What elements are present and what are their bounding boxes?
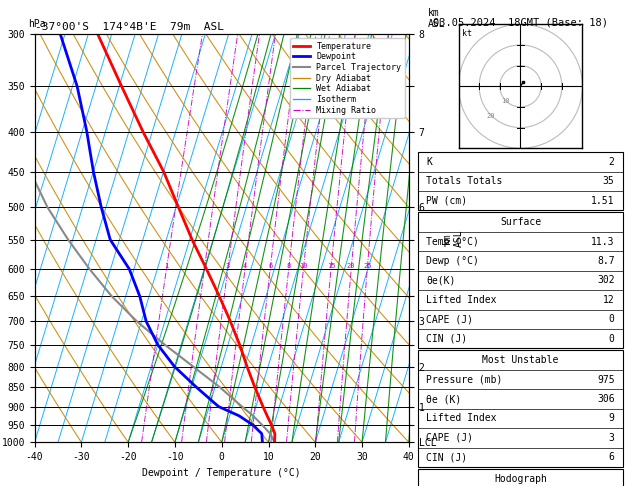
Text: θe(K): θe(K) (426, 276, 456, 285)
Text: 20: 20 (347, 263, 355, 269)
Text: 03.05.2024  18GMT (Base: 18): 03.05.2024 18GMT (Base: 18) (433, 17, 608, 27)
Text: θe (K): θe (K) (426, 394, 462, 404)
Text: -37°00'S  174°4B'E  79m  ASL: -37°00'S 174°4B'E 79m ASL (35, 22, 223, 32)
Text: 25: 25 (363, 263, 372, 269)
Text: 20: 20 (486, 113, 495, 119)
Text: Lifted Index: Lifted Index (426, 295, 497, 305)
Text: 6: 6 (268, 263, 272, 269)
Text: K: K (426, 157, 432, 167)
Text: 8.7: 8.7 (597, 256, 615, 266)
Text: 3: 3 (609, 433, 615, 443)
Text: 0: 0 (609, 314, 615, 324)
Text: km
ASL: km ASL (428, 8, 445, 29)
Legend: Temperature, Dewpoint, Parcel Trajectory, Dry Adiabat, Wet Adiabat, Isotherm, Mi: Temperature, Dewpoint, Parcel Trajectory… (290, 38, 404, 118)
Text: CAPE (J): CAPE (J) (426, 433, 474, 443)
Text: 11.3: 11.3 (591, 237, 615, 246)
Text: 35: 35 (603, 176, 615, 186)
Text: 3: 3 (226, 263, 230, 269)
Text: 302: 302 (597, 276, 615, 285)
Text: PW (cm): PW (cm) (426, 196, 467, 206)
Text: 2: 2 (202, 263, 206, 269)
Text: Surface: Surface (500, 217, 541, 227)
Text: 10: 10 (299, 263, 308, 269)
X-axis label: Dewpoint / Temperature (°C): Dewpoint / Temperature (°C) (142, 468, 301, 478)
Text: 6: 6 (609, 452, 615, 462)
Text: 306: 306 (597, 394, 615, 404)
Text: Lifted Index: Lifted Index (426, 414, 497, 423)
Text: CIN (J): CIN (J) (426, 334, 467, 344)
Text: Hodograph: Hodograph (494, 474, 547, 484)
Text: Totals Totals: Totals Totals (426, 176, 503, 186)
Text: 15: 15 (326, 263, 335, 269)
Text: Dewp (°C): Dewp (°C) (426, 256, 479, 266)
Text: hPa: hPa (28, 19, 46, 29)
Text: 1: 1 (164, 263, 169, 269)
Text: 975: 975 (597, 375, 615, 384)
Text: CIN (J): CIN (J) (426, 452, 467, 462)
Text: 8: 8 (287, 263, 291, 269)
Text: 0: 0 (609, 334, 615, 344)
Text: 10: 10 (501, 98, 510, 104)
Y-axis label: km
ASL: km ASL (442, 229, 464, 247)
Text: kt: kt (462, 29, 472, 38)
Text: 9: 9 (609, 414, 615, 423)
Text: 2: 2 (609, 157, 615, 167)
Text: CAPE (J): CAPE (J) (426, 314, 474, 324)
Text: Temp (°C): Temp (°C) (426, 237, 479, 246)
Text: 12: 12 (603, 295, 615, 305)
Text: Most Unstable: Most Unstable (482, 355, 559, 365)
Text: Pressure (mb): Pressure (mb) (426, 375, 503, 384)
Text: 1.51: 1.51 (591, 196, 615, 206)
Text: 4: 4 (243, 263, 247, 269)
